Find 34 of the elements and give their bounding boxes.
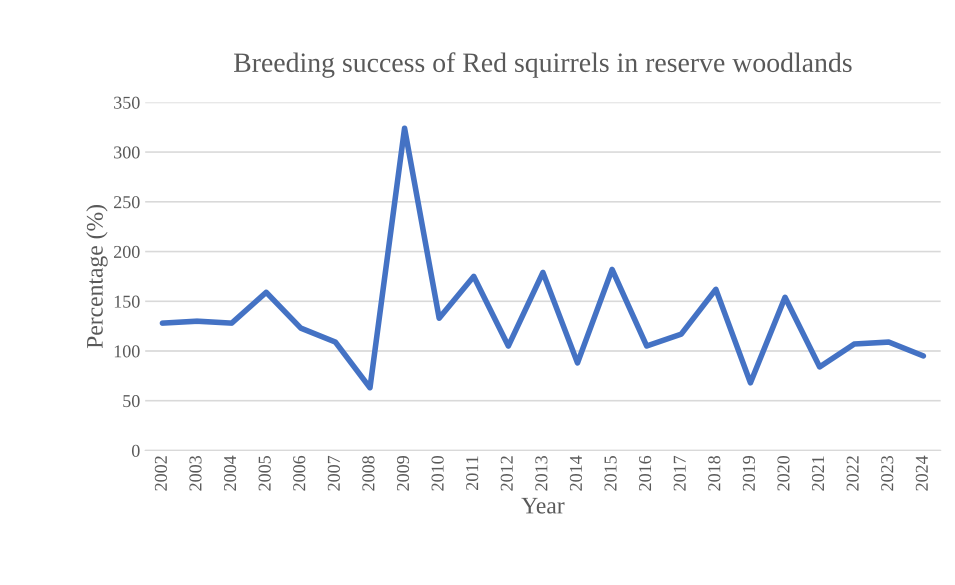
y-tick-label: 50 bbox=[123, 394, 140, 408]
x-tick-label: 2005 bbox=[258, 456, 271, 491]
x-tick-label: 2011 bbox=[466, 456, 478, 490]
y-tick-label: 150 bbox=[114, 296, 140, 308]
y-tick-label: 250 bbox=[114, 196, 140, 208]
chart-title: Breeding success of Red squirrels in reserve woodlands bbox=[234, 52, 852, 78]
x-tick-label: 2013 bbox=[535, 456, 548, 491]
x-tick-label: 2017 bbox=[674, 456, 686, 491]
x-tick-label: 2020 bbox=[777, 456, 790, 491]
x-tick-label: 2006 bbox=[293, 456, 306, 491]
x-tick-label: 2002 bbox=[154, 456, 167, 491]
x-tick-label: 2016 bbox=[639, 456, 652, 491]
x-tick-label: 2018 bbox=[708, 456, 720, 491]
x-tick-label: 2015 bbox=[604, 456, 617, 491]
x-tick-label: 2024 bbox=[916, 456, 928, 491]
x-tick-label: 2022 bbox=[846, 456, 859, 491]
x-tick-label: 2009 bbox=[396, 456, 410, 491]
x-tick-label: 2003 bbox=[189, 456, 202, 491]
y-axis-title: Percentage (%) bbox=[86, 205, 108, 348]
x-tick-label: 2010 bbox=[431, 456, 444, 491]
y-tick-label: 300 bbox=[114, 146, 140, 159]
y-tick-label: 100 bbox=[114, 345, 140, 358]
y-tick-label: 200 bbox=[114, 246, 140, 258]
x-tick-label: 2014 bbox=[570, 456, 582, 491]
y-tick-label: 0 bbox=[132, 444, 140, 457]
x-tick-label: 2004 bbox=[224, 456, 236, 491]
x-tick-label: 2021 bbox=[812, 456, 824, 491]
x-tick-label: 2008 bbox=[362, 456, 374, 491]
x-axis-title: Year bbox=[521, 498, 564, 514]
x-tick-label: 2007 bbox=[328, 456, 340, 491]
y-tick-label: 350 bbox=[114, 96, 140, 109]
x-tick-label: 2019 bbox=[742, 456, 755, 491]
x-tick-label: 2012 bbox=[500, 456, 513, 491]
x-tick-label: 2023 bbox=[881, 456, 894, 491]
